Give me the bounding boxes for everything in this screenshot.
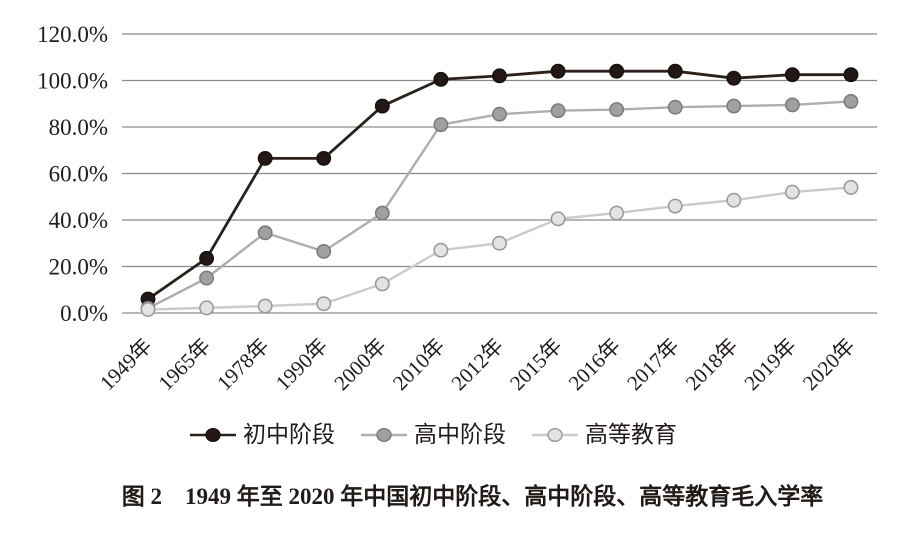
x-axis-tick-label: 2020年	[798, 334, 860, 396]
legend-item-0: 初中阶段	[190, 420, 335, 450]
y-axis-tick-label: 100.0%	[37, 69, 108, 94]
legend-label: 初中阶段	[243, 422, 335, 447]
data-point	[374, 276, 390, 292]
data-point	[667, 63, 683, 79]
data-point	[843, 93, 859, 109]
x-axis-tick-label: 2000年	[329, 334, 391, 396]
x-axis-tick-label: 2010年	[388, 334, 450, 396]
data-point	[550, 103, 566, 119]
enrollment-line-chart: 0.0% 20.0% 40.0% 60.0% 80.0% 100.0% 120.0% 1949…	[37, 22, 877, 396]
x-axis-tick-label: 2018年	[681, 334, 743, 396]
x-axis-tick-label: 2012年	[446, 334, 508, 396]
y-axis-tick-label: 120.0%	[37, 22, 108, 47]
legend-marker-icon	[532, 427, 578, 443]
data-point	[257, 225, 273, 241]
y-axis-tick-label: 80.0%	[49, 115, 108, 140]
y-axis-labels: 0.0% 20.0% 40.0% 60.0% 80.0% 100.0% 120.0%	[37, 22, 108, 326]
legend-dot	[547, 427, 563, 443]
data-point	[374, 205, 390, 221]
legend-dot	[205, 427, 221, 443]
x-axis-tick-label: 1990年	[271, 334, 333, 396]
data-point	[609, 102, 625, 118]
y-axis-tick-label: 40.0%	[49, 208, 108, 233]
x-axis-tick-label: 2017年	[622, 334, 684, 396]
data-point	[667, 99, 683, 115]
data-point	[316, 150, 332, 166]
data-point	[784, 184, 800, 200]
y-axis-tick-label: 20.0%	[49, 255, 108, 280]
data-point	[140, 302, 156, 317]
data-point	[667, 198, 683, 214]
y-axis-tick-label: 0.0%	[60, 301, 108, 326]
data-point	[492, 106, 507, 122]
data-point	[433, 117, 449, 133]
legend-item-2: 高等教育	[532, 420, 677, 450]
chart-legend: 初中阶段 高中阶段 高等教育	[190, 420, 677, 450]
data-point	[492, 68, 507, 84]
data-point	[550, 211, 566, 227]
series-0	[140, 63, 859, 307]
data-point	[550, 63, 566, 79]
data-point	[433, 71, 449, 87]
data-point	[199, 250, 215, 266]
x-axis-tick-label: 1965年	[154, 334, 216, 396]
data-point	[843, 67, 859, 83]
x-axis-tick-label: 1978年	[212, 334, 274, 396]
figure-caption: 图 2 1949 年至 2020 年中国初中阶段、高中阶段、高等教育毛入学率	[121, 484, 824, 509]
x-axis-tick-label: 2016年	[564, 334, 626, 396]
legend-marker-icon	[361, 427, 407, 443]
data-point	[609, 63, 625, 79]
data-point	[374, 98, 390, 114]
x-axis-tick-label: 2015年	[505, 334, 567, 396]
legend-marker-icon	[190, 427, 236, 443]
data-point	[726, 70, 742, 86]
y-axis-tick-label: 60.0%	[49, 162, 108, 187]
x-axis-tick-label: 2019年	[739, 334, 801, 396]
data-point	[199, 270, 215, 286]
legend-dot	[376, 427, 392, 443]
data-point	[726, 192, 742, 208]
x-axis-tick-label: 1949年	[95, 334, 157, 396]
series-2	[140, 180, 859, 317]
data-point	[199, 300, 215, 316]
x-axis-labels: 1949年1965年1978年1990年2000年2010年2012年2015年…	[95, 334, 859, 396]
legend-label: 高等教育	[585, 422, 677, 447]
data-point	[784, 97, 800, 113]
legend-item-1: 高中阶段	[361, 420, 506, 450]
data-point	[316, 243, 332, 259]
series-line	[147, 100, 852, 310]
data-point	[609, 205, 625, 221]
data-point	[784, 67, 800, 83]
data-point	[843, 180, 859, 195]
data-point	[257, 150, 273, 166]
series-1	[140, 93, 859, 316]
data-point	[316, 296, 332, 312]
data-point	[492, 235, 507, 251]
data-point	[257, 298, 273, 314]
legend-label: 高中阶段	[414, 422, 506, 447]
data-point	[726, 98, 742, 114]
data-point	[433, 242, 449, 258]
